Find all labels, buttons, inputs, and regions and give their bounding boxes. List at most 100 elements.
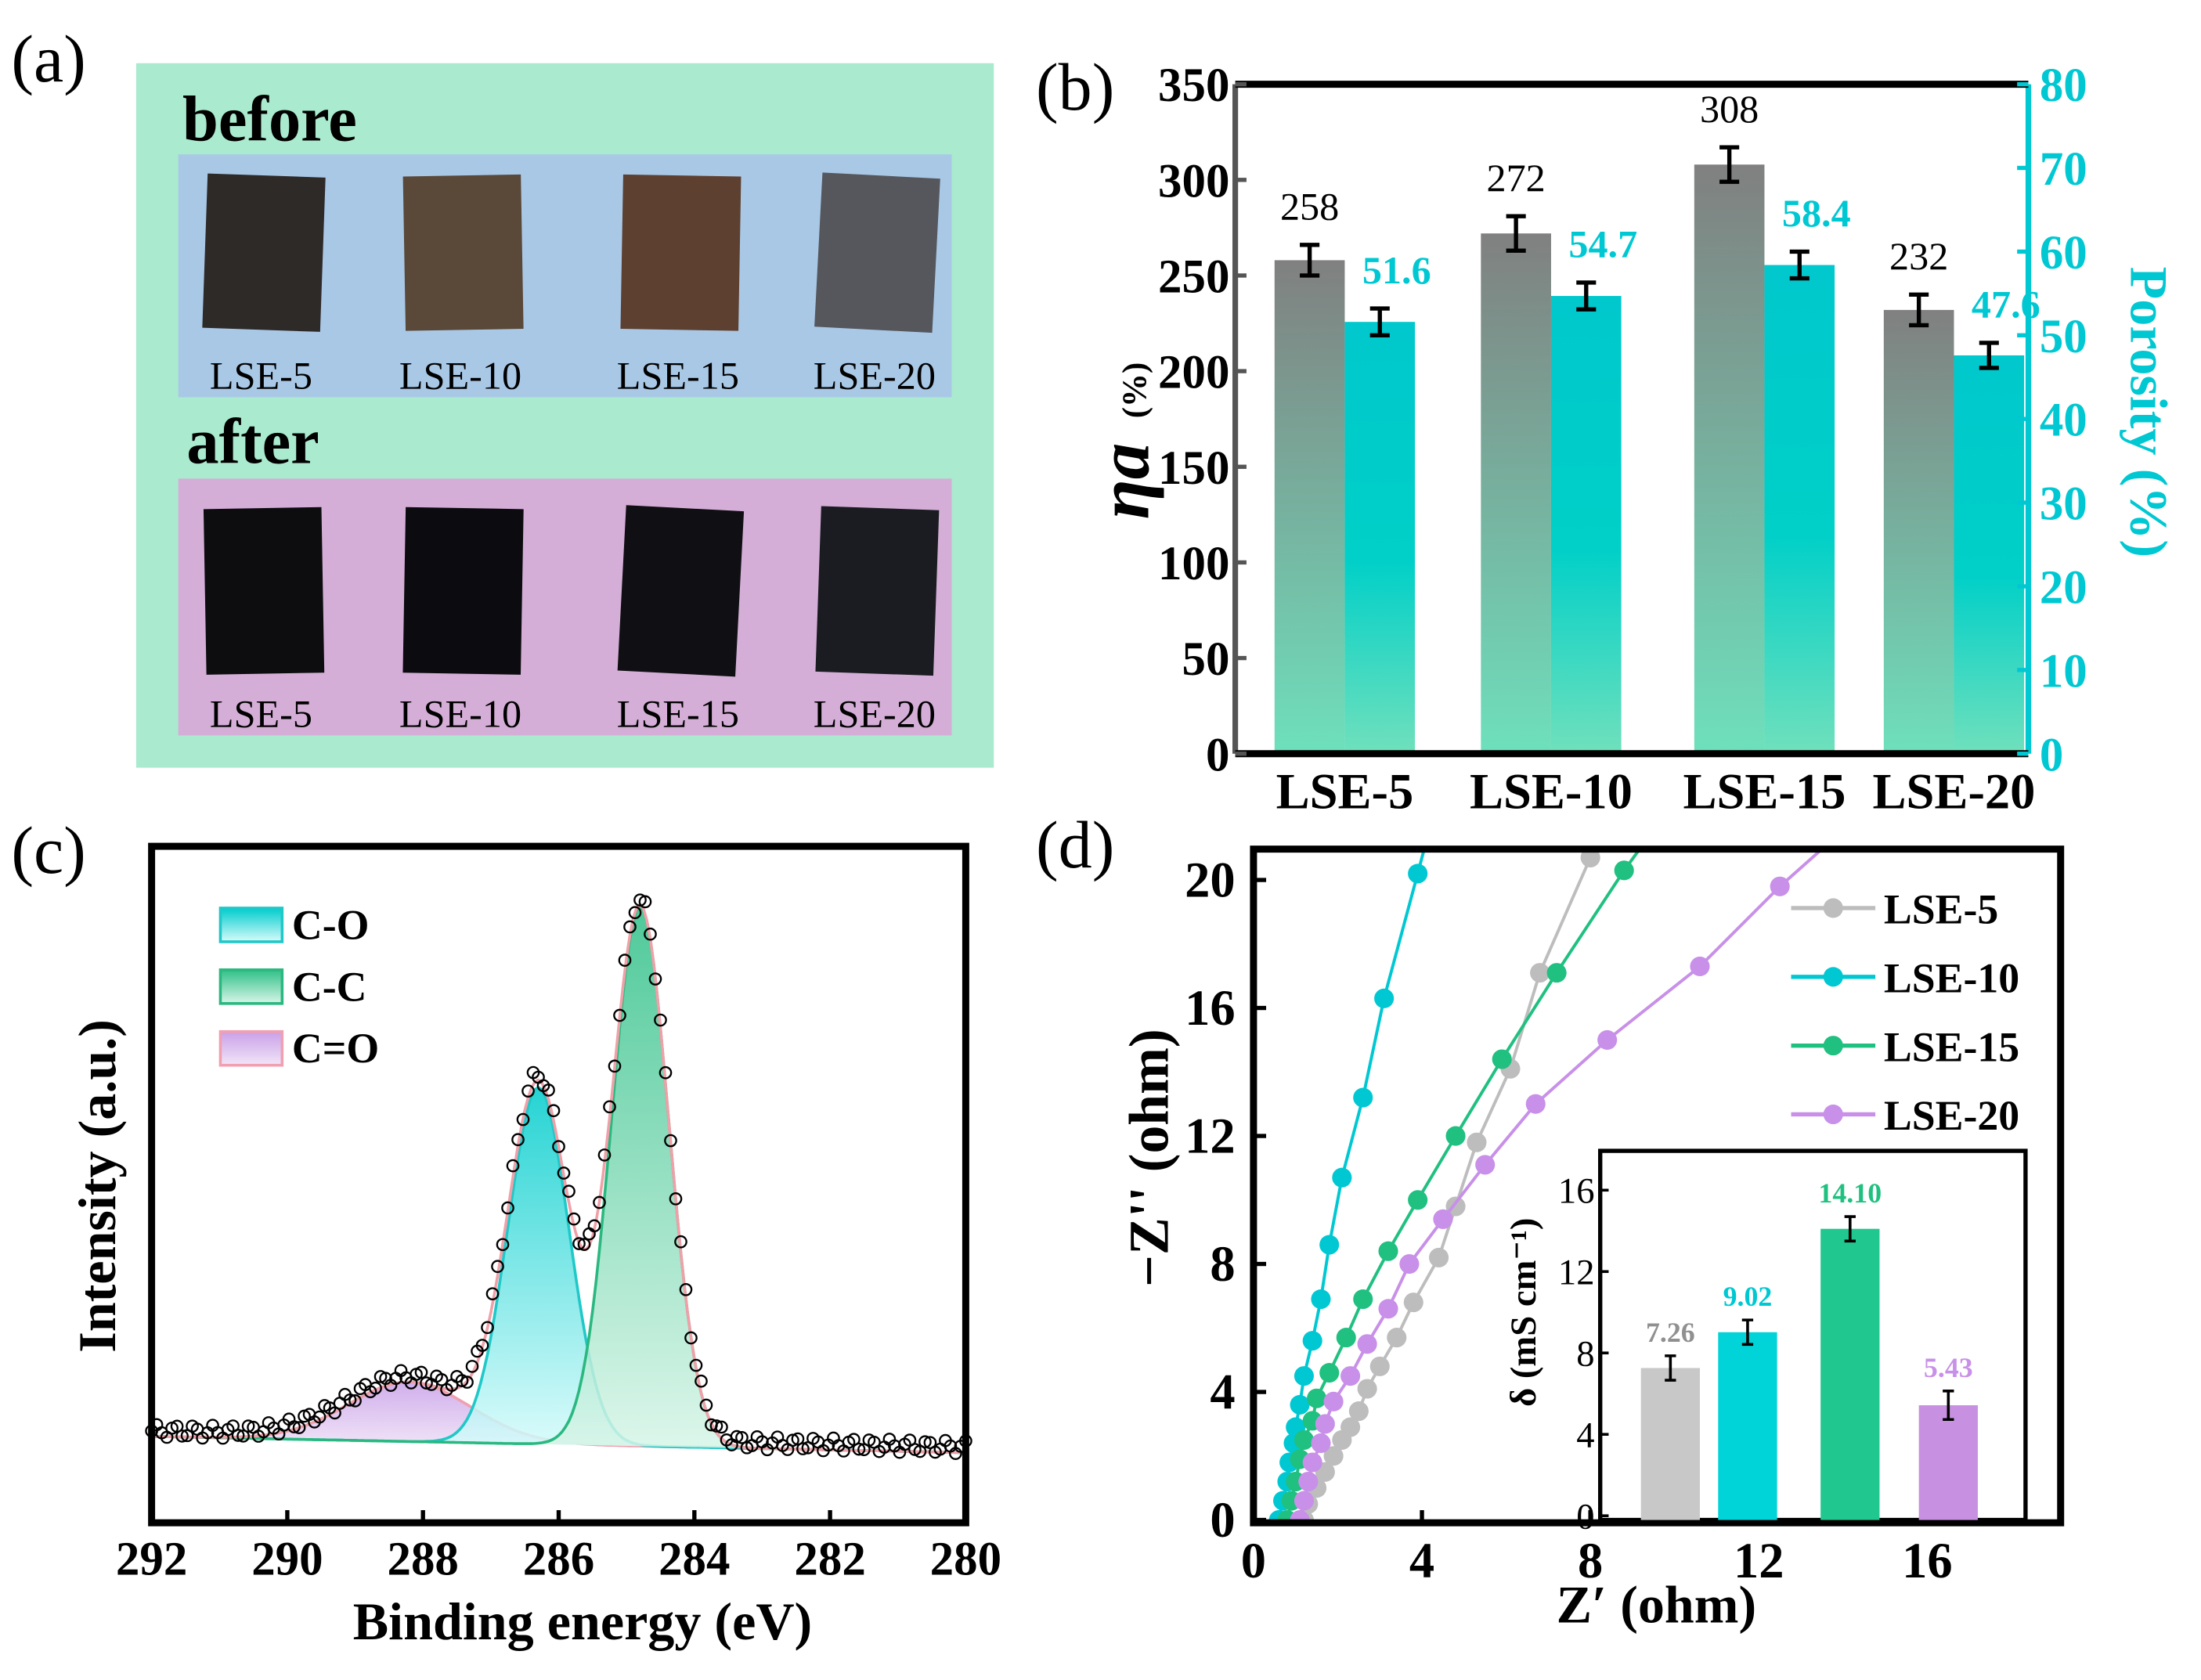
series-marker (1319, 1235, 1340, 1255)
inset-value-label: 7.26 (1646, 1317, 1695, 1348)
legend-swatch (218, 907, 284, 943)
data-point (557, 1166, 571, 1180)
series-marker (1770, 876, 1790, 896)
legend-label: C=O (292, 1025, 379, 1072)
legend-label: LSE-10 (1884, 955, 2019, 1002)
inset-y-tick-label: 16 (1558, 1170, 1595, 1211)
value-label: 58.4 (1782, 191, 1851, 235)
error-bar (1506, 214, 1526, 253)
data-point (628, 906, 642, 920)
value-label: 54.7 (1568, 222, 1637, 266)
data-point (343, 1393, 357, 1407)
legend-marker (1823, 898, 1843, 918)
peak-c-o (151, 1087, 966, 1453)
legend-swatch (218, 968, 284, 1005)
data-point (506, 1159, 520, 1173)
y-tick-label: 50 (1182, 633, 1229, 686)
series-marker (1340, 1417, 1361, 1437)
sample-label-after: LSE-15 (617, 692, 739, 736)
sample-label-before: LSE-10 (399, 354, 521, 398)
data-point (435, 1372, 449, 1386)
sample-label-after: LSE-20 (814, 692, 936, 736)
series-marker (1353, 1289, 1373, 1310)
error-bar (1369, 306, 1390, 337)
y-tick-label: 250 (1158, 251, 1229, 303)
category-label: LSE-10 (1470, 763, 1633, 820)
y-tick-label: 16 (1185, 979, 1236, 1036)
y-axis-label-unit: (%) (1117, 362, 1153, 419)
y-axis-label-symbol: ηa (1084, 443, 1164, 520)
sample-label-before: LSE-5 (210, 354, 312, 398)
panel-c: (c) 292 290 288 286 284 282 280 Binding energy … (11, 813, 1001, 1651)
series-marker (1403, 1292, 1423, 1313)
bar-porosity (1344, 322, 1416, 754)
y-tick-label: 200 (1158, 347, 1229, 399)
series-marker (1311, 1289, 1331, 1310)
value-label: 272 (1487, 156, 1546, 200)
series-marker (1315, 1414, 1335, 1434)
series-marker (1408, 1190, 1428, 1210)
series-marker (1319, 1363, 1340, 1383)
before-label: before (182, 83, 357, 154)
x-tick-label: 286 (523, 1533, 594, 1585)
error-bar (1576, 280, 1597, 312)
y2-tick-label: 70 (2040, 143, 2087, 196)
error-bar (1909, 292, 1929, 328)
inset-y-axis-label: δ (mS cm⁻¹) (1503, 1218, 1544, 1407)
series-marker (1294, 1491, 1314, 1511)
data-point (648, 972, 662, 986)
legend-label: LSE-15 (1884, 1023, 2019, 1070)
series-marker (1374, 988, 1395, 1008)
x-axis-label: Binding energy (eV) (353, 1592, 812, 1651)
series-marker (1399, 1254, 1420, 1274)
data-point (348, 1394, 362, 1408)
legend-marker (1823, 967, 1843, 987)
data-point (292, 1421, 306, 1434)
series-marker (1433, 1209, 1453, 1229)
y-axis-label: ηa (%) (1084, 362, 1164, 520)
y-tick-label: 12 (1185, 1108, 1236, 1164)
data-point (796, 1442, 810, 1455)
inset-value-label: 9.02 (1723, 1281, 1773, 1312)
inset-bar-lse-5 (1640, 1368, 1700, 1520)
x-tick-label: 4 (1409, 1532, 1434, 1588)
data-point (679, 1282, 693, 1296)
data-point (674, 1235, 687, 1249)
y-tick-label: 0 (1210, 1491, 1235, 1548)
data-point (414, 1365, 428, 1379)
bar-eta (1883, 309, 1954, 754)
bar-eta (1481, 233, 1551, 754)
y-tick-label: 350 (1158, 59, 1229, 112)
data-point (475, 1339, 489, 1352)
sample-label-before: LSE-15 (617, 354, 739, 398)
data-point (587, 1219, 601, 1233)
inset-error-bar (1844, 1215, 1856, 1243)
inset-y-tick-label: 4 (1576, 1415, 1594, 1455)
y-axis-label: −Z'' (ohm) (1118, 1029, 1181, 1287)
data-point (521, 1084, 535, 1098)
bar-porosity (1954, 355, 2025, 754)
y-tick-label: 0 (1206, 729, 1229, 781)
inset-error-bar (1665, 1354, 1676, 1382)
series-marker (1445, 1126, 1466, 1146)
data-point (481, 1321, 494, 1335)
series-marker (1546, 963, 1567, 983)
series-marker (1336, 1328, 1356, 1348)
y2-tick-label: 30 (2040, 478, 2087, 531)
inset-bar-lse-15 (1820, 1228, 1880, 1520)
sample-photo-before (402, 174, 524, 331)
data-point (170, 1419, 184, 1433)
legend-label: LSE-20 (1884, 1092, 2019, 1139)
data-point (241, 1419, 255, 1433)
panel-a: (a) before after LSE-5 LSE-5 LSE-10 LSE-10 L… (11, 21, 994, 768)
y2-tick-label: 20 (2040, 561, 2087, 614)
data-point (664, 1134, 677, 1148)
inset-bar-lse-20 (1918, 1405, 1978, 1520)
bar-eta (1694, 164, 1765, 754)
y-tick-label: 4 (1210, 1364, 1235, 1420)
category-label: LSE-5 (1276, 763, 1414, 820)
x-tick-label: 16 (1902, 1532, 1953, 1588)
y2-tick-label: 50 (2040, 311, 2087, 363)
y-tick-label: 150 (1158, 442, 1229, 495)
